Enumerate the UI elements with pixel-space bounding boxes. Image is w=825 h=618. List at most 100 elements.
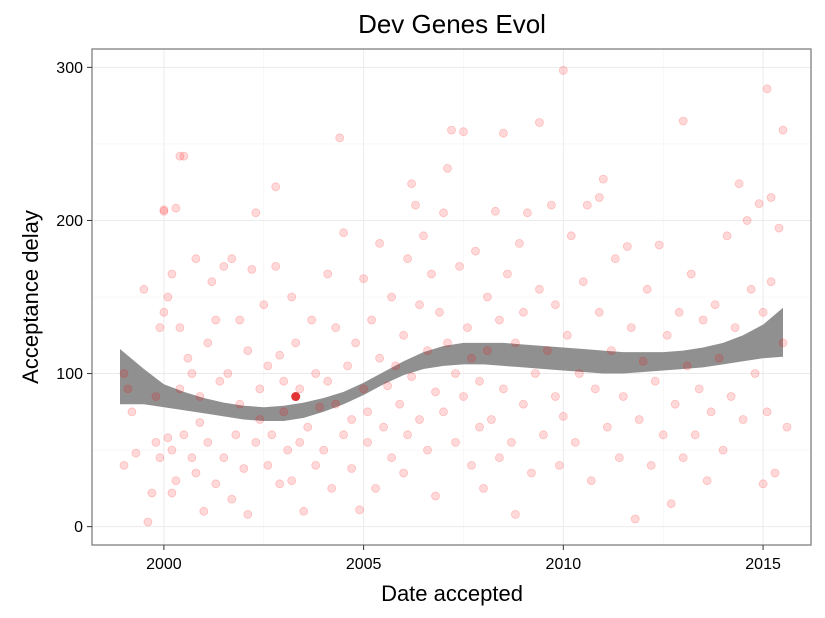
scatter-point [766, 193, 776, 202]
scatter-point [706, 407, 716, 417]
scatter-point [303, 422, 313, 432]
x-tick-label: 2015 [745, 556, 781, 573]
scatter-point [203, 338, 213, 348]
scatter-point [475, 422, 484, 432]
scatter-point [594, 307, 604, 317]
scatter-point [738, 415, 748, 424]
scatter-point [431, 491, 440, 501]
scatter-point [327, 483, 337, 493]
scatter-point [558, 66, 568, 75]
scatter-point [774, 223, 784, 233]
scatter-point [523, 208, 532, 218]
scatter-point [127, 407, 137, 417]
scatter-point [267, 430, 277, 440]
highlighted-point [291, 392, 301, 402]
scatter-point [475, 376, 484, 386]
scatter-point [391, 361, 401, 371]
scatter-point [155, 323, 165, 333]
scatter-point [543, 346, 552, 356]
scatter-point [171, 203, 181, 213]
scatter-point [582, 200, 592, 210]
smooth-confidence-ribbon [120, 307, 783, 421]
scatter-point [435, 307, 444, 317]
scatter-point [203, 437, 213, 447]
scatter-point [339, 430, 349, 440]
scatter-point [682, 361, 692, 371]
scatter-point [511, 510, 520, 519]
scatter-point [610, 254, 620, 264]
scatter-point [539, 430, 548, 440]
scatter-point [191, 468, 201, 478]
scatter-point [494, 453, 504, 463]
scatter-point [686, 269, 696, 279]
scatter-point [415, 300, 424, 310]
scatter-point [730, 323, 740, 333]
scatter-point [147, 488, 157, 498]
scatter-point [463, 323, 472, 333]
scatter-point [255, 415, 265, 424]
scatter-point [622, 242, 632, 251]
scatter-point [658, 430, 668, 440]
scatter-point [219, 453, 229, 463]
scatter-point [746, 284, 756, 294]
scatter-point [403, 254, 413, 264]
scatter-point [423, 445, 432, 455]
scatter-point [163, 433, 173, 443]
scatter-point [367, 315, 377, 325]
scatter-point [634, 415, 644, 424]
scatter-point [199, 506, 209, 516]
scatter-point [586, 476, 596, 486]
scatter-point [490, 206, 500, 216]
scatter-point [263, 460, 273, 470]
scatter-point [722, 231, 732, 241]
scatter-point [279, 407, 289, 417]
scatter-point [215, 376, 225, 386]
scatter-point [758, 479, 768, 489]
scatter-point [179, 430, 189, 440]
scatter-point [519, 307, 528, 317]
scatter-point [119, 460, 129, 470]
scatter-point [506, 437, 516, 447]
scatter-point [307, 315, 317, 325]
scatter-point [482, 346, 492, 356]
scatter-point [710, 300, 720, 310]
scatter-point [235, 399, 245, 409]
scatter-point [183, 353, 193, 363]
scatter-point [562, 330, 572, 340]
scatter-point [311, 369, 321, 378]
scatter-point [315, 402, 325, 412]
scatter-point [159, 307, 169, 317]
scatter-point [227, 254, 237, 264]
data-points [119, 66, 792, 527]
scatter-point [239, 464, 249, 473]
y-tick-label: 200 [56, 213, 83, 230]
scatter-point [666, 499, 676, 509]
scatter-point [407, 372, 417, 382]
scatter-point [578, 277, 588, 287]
scatter-point [403, 430, 413, 440]
scatter-point [555, 460, 564, 470]
scatter-point [431, 387, 440, 397]
scatter-point [171, 476, 181, 486]
scatter-point [287, 476, 297, 486]
scatter-point [467, 460, 476, 470]
scatter-point [363, 407, 373, 417]
scatter-point [535, 284, 544, 294]
scatter-point [123, 384, 133, 394]
scatter-point [443, 338, 452, 348]
scatter-point [139, 284, 149, 294]
scatter-point [690, 430, 700, 440]
scatter-point [482, 292, 492, 302]
scatter-point [467, 353, 476, 363]
scatter-point [295, 437, 305, 447]
scatter-point [515, 238, 524, 248]
scatter-point [331, 323, 341, 333]
scatter-point [271, 182, 281, 192]
scatter-point [299, 506, 309, 516]
scatter-point [287, 292, 297, 302]
scatter-point [782, 422, 792, 432]
scatter-point [411, 200, 420, 210]
scatter-point [335, 133, 345, 143]
scatter-point [762, 407, 772, 417]
scatter-point [323, 269, 333, 279]
